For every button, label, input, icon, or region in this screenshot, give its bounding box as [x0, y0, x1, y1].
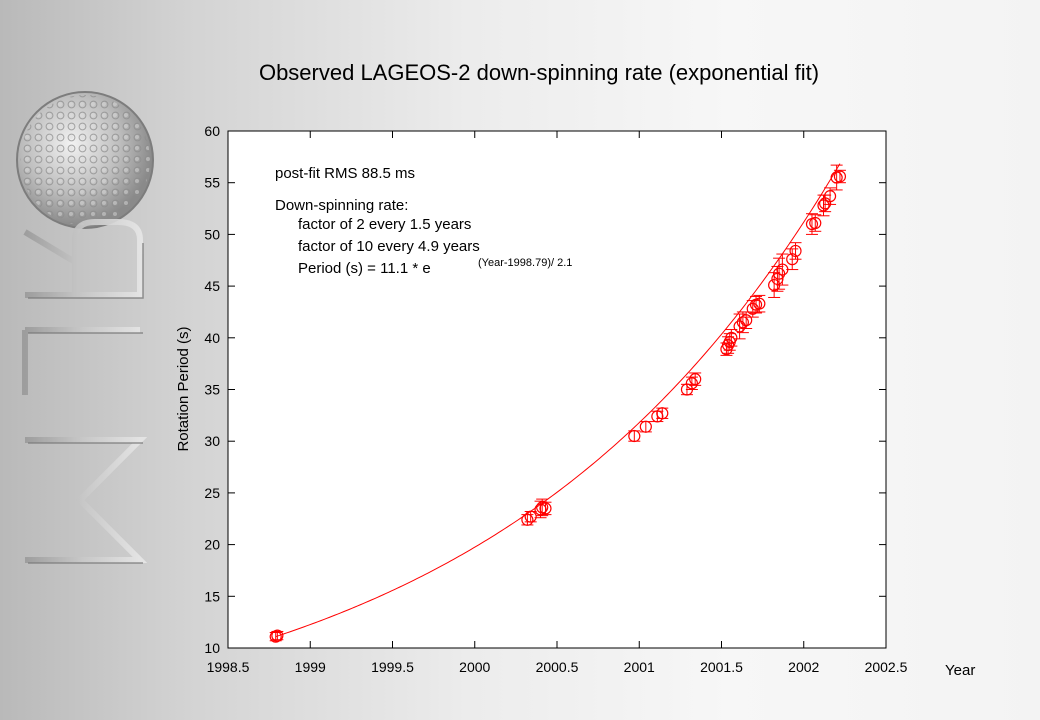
y-tick-label: 40	[204, 330, 220, 346]
point-marker	[685, 377, 698, 390]
y-tick-label: 55	[204, 175, 220, 191]
data-point	[809, 214, 822, 232]
data-point	[628, 429, 641, 443]
fit-curve	[275, 163, 841, 638]
data-point	[689, 372, 702, 386]
data-point	[524, 510, 537, 523]
x-tick-label: 2002	[788, 659, 819, 675]
data-points	[269, 164, 847, 643]
factor2-annotation: factor of 2 every 1.5 years	[298, 216, 471, 233]
point-marker	[539, 502, 552, 515]
point-marker	[817, 199, 830, 212]
rms-annotation: post-fit RMS 88.5 ms	[275, 165, 415, 182]
point-marker	[271, 629, 284, 642]
x-tick-label: 2000	[459, 659, 490, 675]
point-marker	[521, 513, 534, 526]
point-marker	[833, 170, 847, 183]
point-marker	[823, 190, 837, 203]
point-marker	[809, 216, 822, 230]
point-marker	[524, 510, 537, 523]
point-marker	[736, 316, 749, 329]
y-tick-label: 25	[204, 485, 220, 501]
chart-title: Observed LAGEOS-2 down-spinning rate (ex…	[258, 60, 820, 85]
data-point	[656, 407, 669, 420]
data-point	[789, 242, 802, 260]
y-axis: 10 15 20 25 30 35 40 45 50 55 60	[204, 123, 886, 656]
x-axis-label: Year	[945, 662, 975, 679]
point-marker	[740, 314, 753, 327]
y-tick-label: 50	[204, 226, 220, 242]
x-tick-label: 2001.5	[700, 659, 743, 675]
x-tick-label: 1999	[295, 659, 326, 675]
point-marker	[725, 331, 738, 344]
y-tick-label: 30	[204, 433, 220, 449]
factor10-annotation: factor of 10 every 4.9 years	[298, 238, 480, 255]
point-marker	[789, 244, 802, 258]
point-marker	[771, 272, 784, 285]
data-point	[833, 169, 847, 184]
y-tick-label: 10	[204, 640, 220, 656]
data-point	[753, 294, 766, 313]
data-point	[539, 501, 552, 516]
data-point	[521, 513, 534, 526]
point-marker	[689, 373, 702, 386]
point-marker	[753, 297, 766, 310]
data-point	[639, 420, 652, 433]
y-tick-label: 45	[204, 278, 220, 294]
point-marker	[733, 320, 746, 333]
x-axis: 1998.5 1999 1999.5 2000 2000.5 2001 2001.5 2002…	[207, 131, 908, 675]
formula-exponent: (Year-1998.79)/ 2.1	[478, 257, 572, 269]
point-marker	[656, 407, 669, 420]
y-tick-label: 15	[204, 588, 220, 604]
rate-title-annotation: Down-spinning rate:	[275, 197, 408, 214]
y-tick-label: 35	[204, 382, 220, 398]
y-tick-label: 20	[204, 537, 220, 553]
x-tick-label: 2002.5	[865, 659, 908, 675]
x-tick-label: 2001	[624, 659, 655, 675]
point-marker	[639, 420, 652, 433]
x-tick-label: 2000.5	[536, 659, 579, 675]
x-tick-label: 1998.5	[207, 659, 250, 675]
formula-annotation: Period (s) = 11.1 * e	[298, 260, 431, 277]
data-point	[823, 187, 837, 205]
x-tick-label: 1999.5	[371, 659, 414, 675]
mlro-logo	[16, 91, 154, 564]
data-point	[271, 629, 284, 642]
point-marker	[628, 429, 641, 443]
point-marker	[772, 267, 786, 280]
data-point	[740, 311, 753, 329]
plot-area	[227, 130, 887, 649]
y-axis-label: Rotation Period (s)	[175, 326, 192, 451]
y-tick-label: 60	[204, 123, 220, 139]
